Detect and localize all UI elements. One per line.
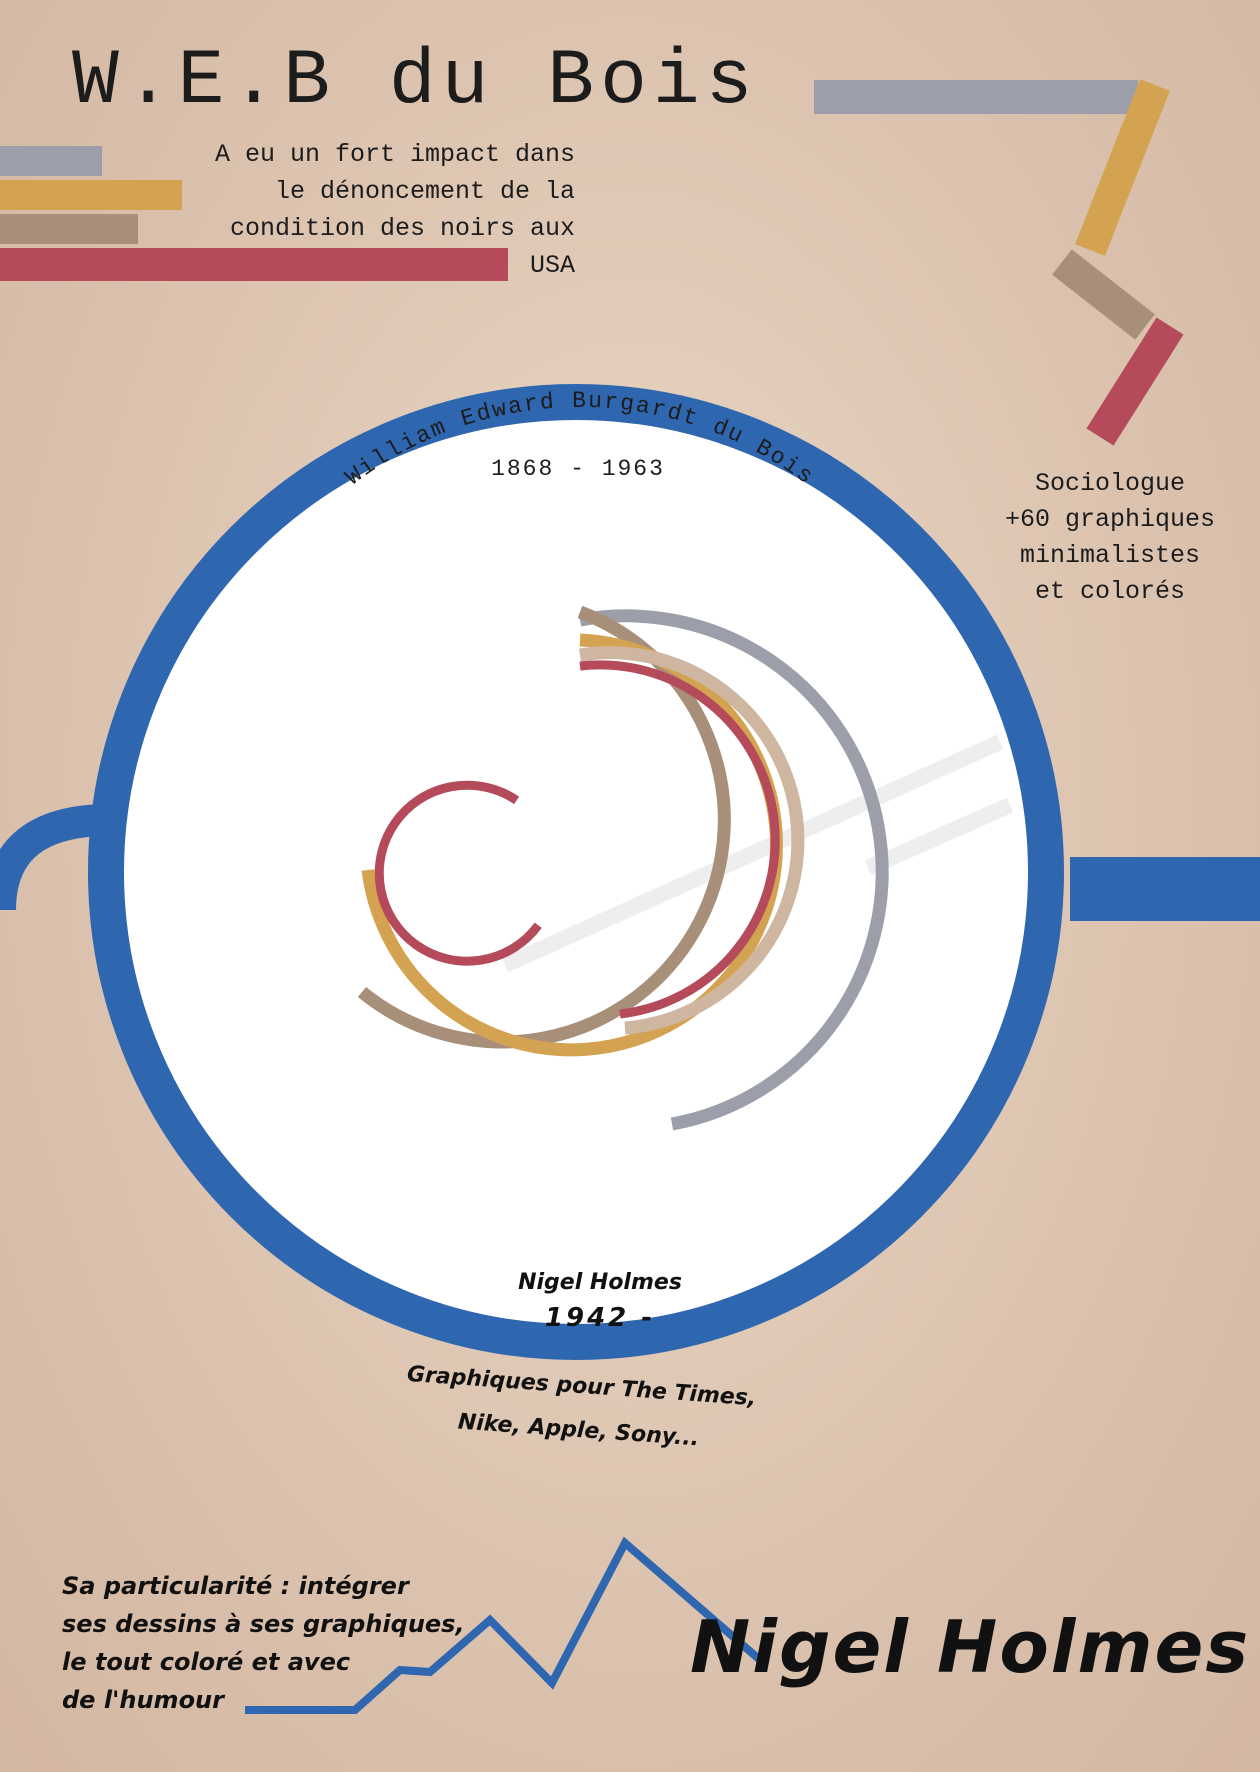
stripe-2 xyxy=(864,797,1014,876)
intro-line: USA xyxy=(529,251,575,280)
particularity-line: de l'humour xyxy=(62,1686,224,1714)
stripe-1 xyxy=(501,734,1004,973)
bar-taupe xyxy=(0,214,138,244)
fact-line: +60 graphiques xyxy=(1004,505,1216,534)
particularity-line: ses dessins à ses graphiques, xyxy=(62,1610,465,1638)
bar-grey xyxy=(0,146,102,176)
spiral-chart xyxy=(357,605,889,1131)
fact-line: minimalistes xyxy=(1019,541,1201,570)
nigel-name-small: Nigel Holmes xyxy=(518,1270,682,1295)
nigel-big-name: Nigel Holmes xyxy=(690,1605,1251,1689)
fact-line: Sociologue xyxy=(1034,469,1186,498)
spiral-arc-beige xyxy=(578,646,805,1035)
fact-line: et colorés xyxy=(1034,577,1186,606)
mug-handle-left xyxy=(0,804,111,911)
intro-line: le dénoncement de la xyxy=(274,177,575,206)
zigzag-gold xyxy=(1075,79,1170,256)
spiral-arc-red-outer xyxy=(579,660,780,1019)
mug-ring xyxy=(88,384,1064,1360)
nigel-year: 1942 - xyxy=(544,1303,656,1333)
particularity-line: Sa particularité : intégrer xyxy=(62,1572,409,1600)
facts-text: Sociologue +60 graphiques minimalistes e… xyxy=(980,466,1240,610)
zigzag-taupe xyxy=(1052,249,1155,340)
mug-handle-right xyxy=(1070,857,1260,921)
intro-line: condition des noirs aux xyxy=(229,214,575,243)
arc-dates: 1868 - 1963 xyxy=(491,456,665,482)
nigel-particularity: Sa particularité : intégrer ses dessins … xyxy=(62,1567,482,1719)
bar-gold xyxy=(0,180,182,210)
spiral-arc-red-inner xyxy=(374,780,542,966)
zigzag-grey xyxy=(814,80,1138,114)
zigzag-red xyxy=(1086,317,1184,446)
particularity-line: le tout coloré et avec xyxy=(62,1648,351,1676)
line-chart xyxy=(245,1536,763,1714)
intro-line: A eu un fort impact dans xyxy=(214,140,575,169)
intro-text: A eu un fort impact dans le dénoncement … xyxy=(115,136,575,284)
spiral-arc-grey xyxy=(578,609,889,1131)
page-title: W.E.B du Bois xyxy=(72,38,759,126)
bar-red xyxy=(0,248,508,281)
